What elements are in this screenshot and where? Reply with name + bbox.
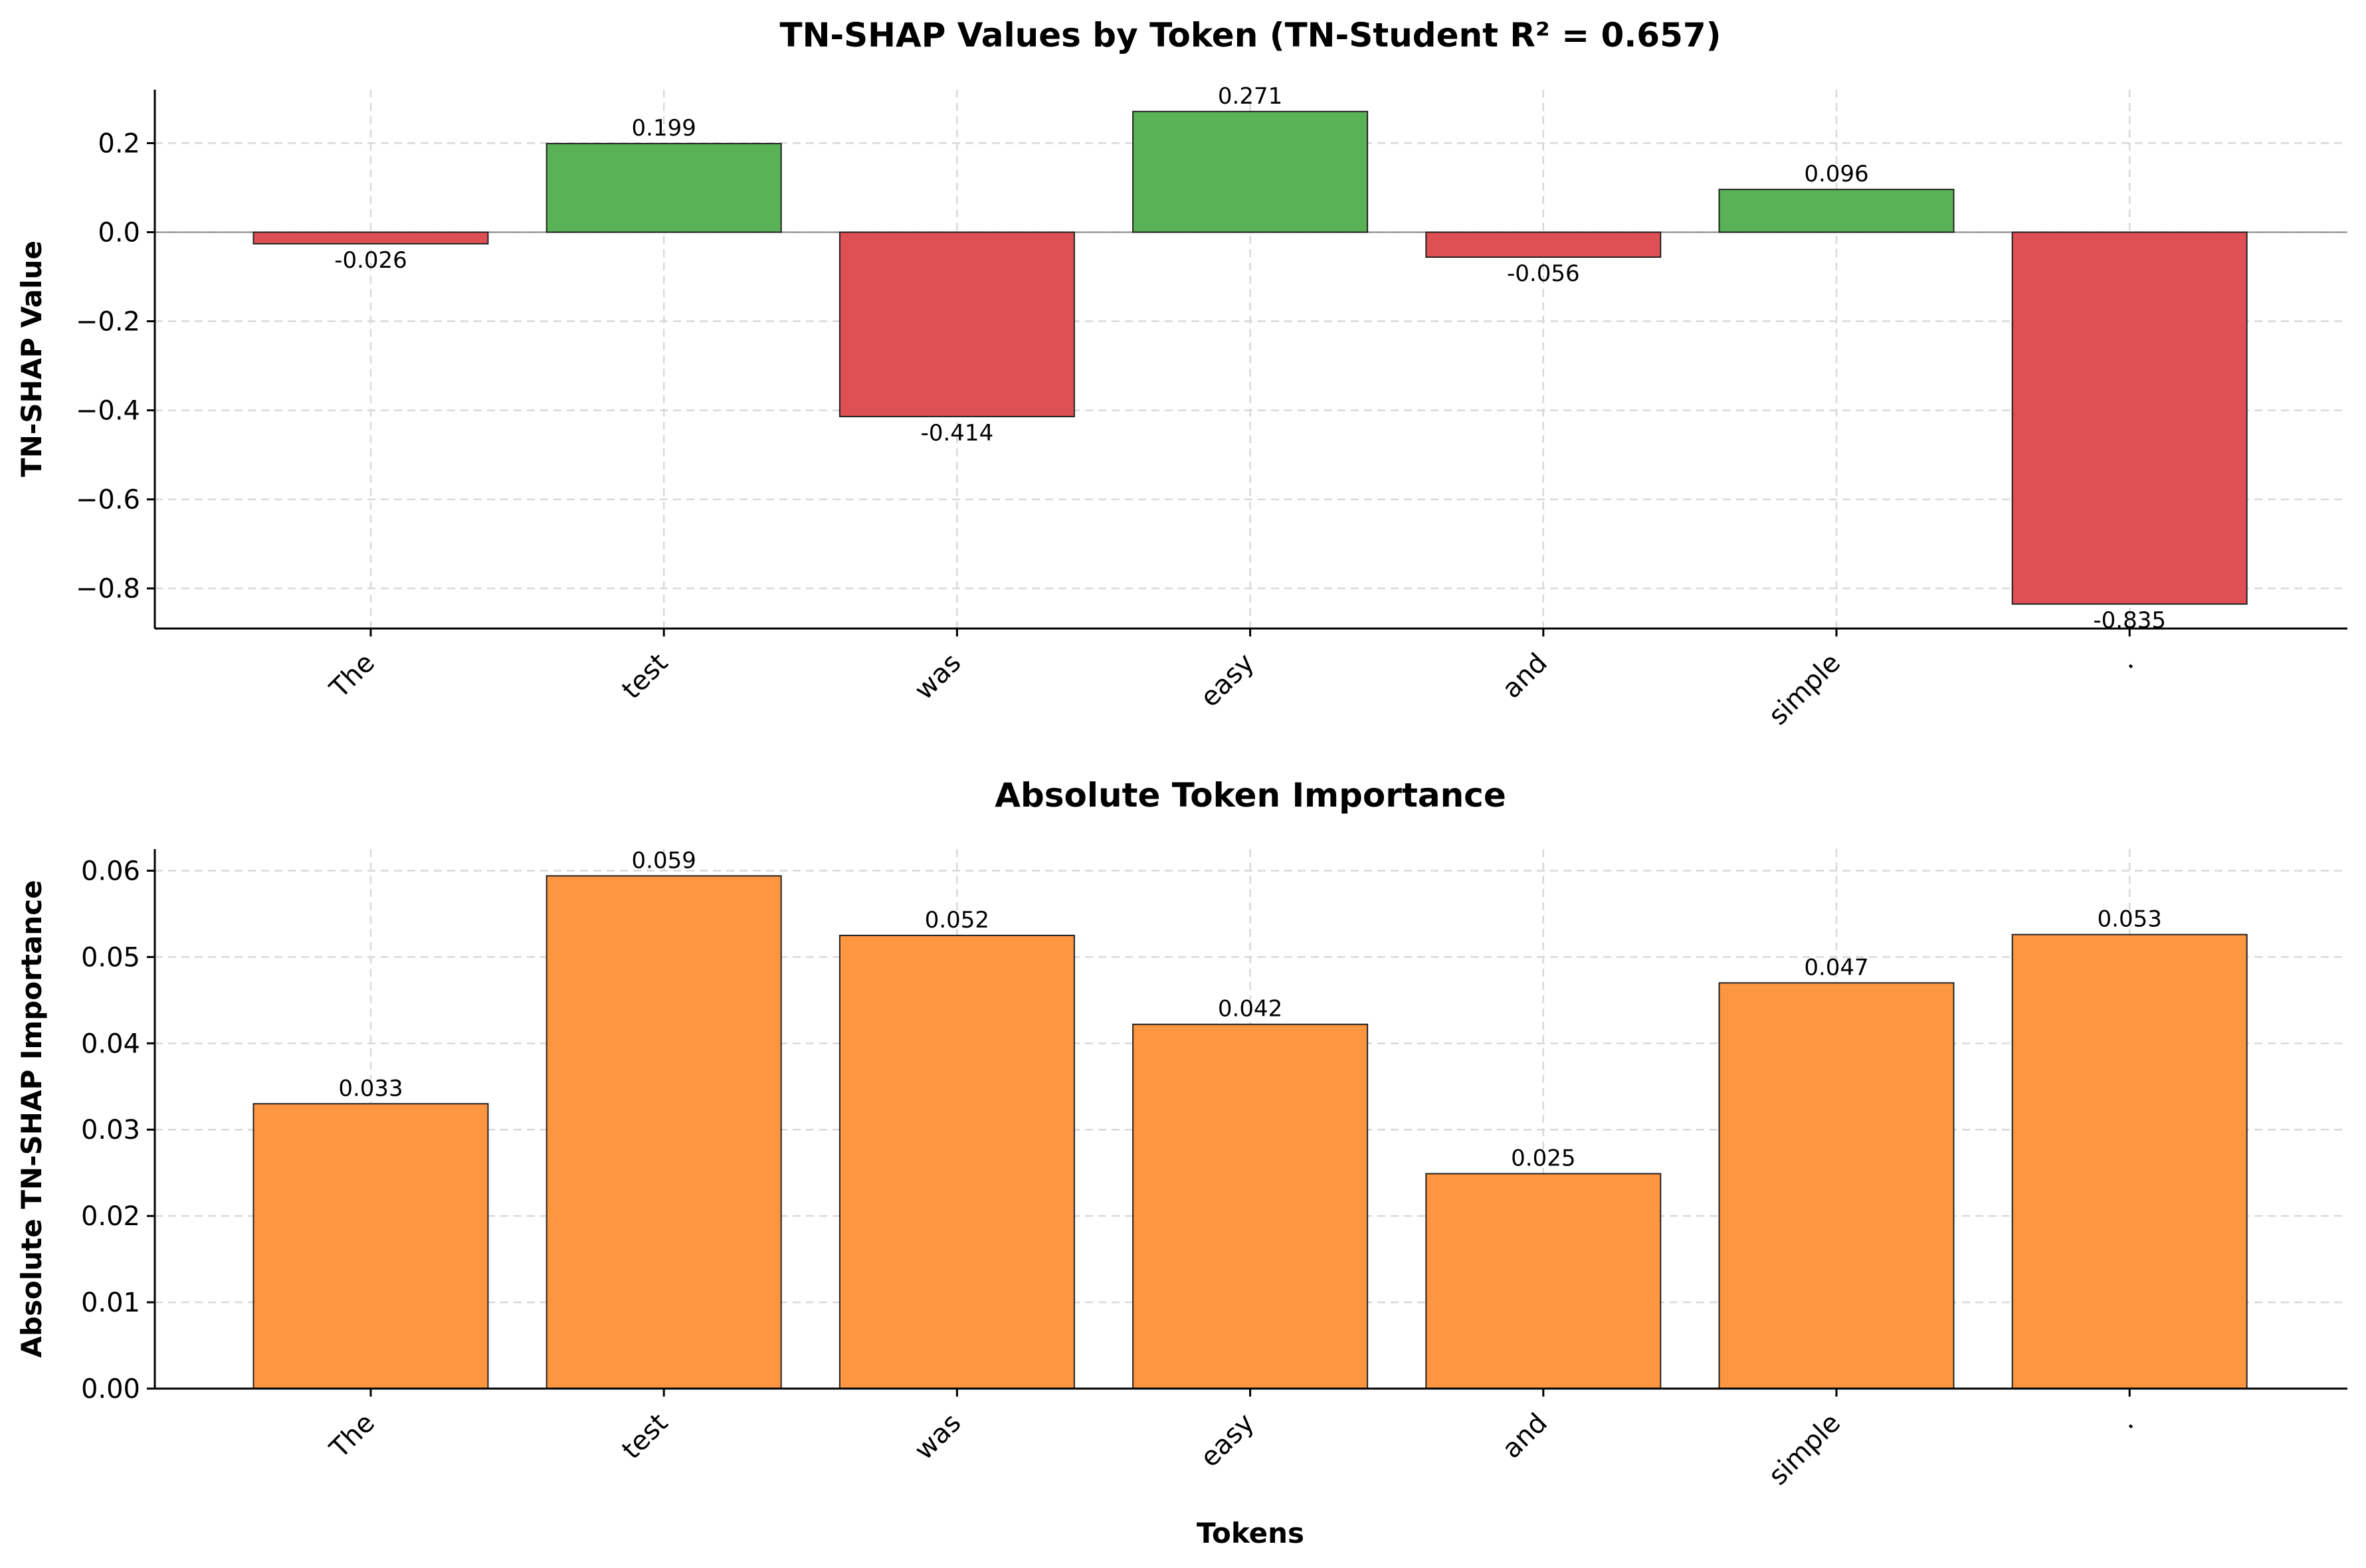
y-tick-label: 0.06	[81, 856, 140, 886]
bar	[838, 934, 1075, 1390]
bar-value-label: 0.096	[1804, 161, 1868, 187]
bar	[545, 143, 782, 233]
bar	[1132, 1023, 1369, 1389]
bar	[1425, 231, 1662, 258]
bar-value-label: 0.052	[925, 907, 989, 933]
bar	[2011, 933, 2248, 1390]
y-tick-label: 0.03	[81, 1115, 140, 1145]
y-tick-label: 0.05	[81, 942, 140, 973]
bar-value-label: 0.059	[632, 847, 696, 874]
y-tick-label: 0.0	[98, 217, 140, 248]
bar-value-label: -0.026	[334, 247, 407, 274]
data-labels: 0.033 0.059 0.052 0.042 0.025 0.047 0.053	[338, 847, 2162, 1171]
bar	[1718, 189, 1955, 233]
x-tick-label: was	[909, 1408, 967, 1466]
y-tick-label: 0.04	[81, 1029, 140, 1059]
y-tick-label: 0.02	[81, 1201, 140, 1232]
bar-value-label: 0.042	[1218, 996, 1282, 1023]
x-tick-label: The	[324, 648, 381, 705]
bars	[252, 875, 2248, 1390]
bar	[545, 875, 782, 1389]
y-tick-label: −0.2	[76, 307, 140, 338]
x-tick-label: simple	[1763, 648, 1846, 732]
x-tick-label: .	[2112, 1408, 2140, 1436]
x-axis-label: Tokens	[1197, 1517, 1304, 1549]
grid	[155, 90, 2347, 629]
x-tick-label: .	[2112, 648, 2140, 676]
chart-title: Absolute Token Importance	[995, 776, 1506, 815]
chart-token-shap-values: TN-SHAP Values by Token (TN-Student R² =…	[15, 16, 2347, 731]
y-tick-label: 0.2	[98, 128, 140, 159]
bar	[252, 231, 489, 245]
y-tick-label: −0.8	[76, 574, 140, 605]
x-tick-label: simple	[1763, 1408, 1846, 1492]
bar-value-label: 0.047	[1804, 954, 1868, 981]
x-tick-label: The	[324, 1408, 381, 1465]
y-tick-label: 0.01	[81, 1288, 140, 1318]
bar-value-label: 0.053	[2098, 906, 2162, 933]
y-tick-label: 0.00	[81, 1374, 140, 1405]
x-tick-label: test	[616, 648, 674, 706]
x-tick-label: and	[1496, 648, 1553, 705]
bar-value-label: 0.271	[1218, 83, 1282, 110]
bar-value-label: 0.025	[1511, 1145, 1575, 1171]
y-axis-label: TN-SHAP Value	[15, 241, 48, 477]
x-tick-label: easy	[1195, 1408, 1260, 1474]
bar-value-label: -0.056	[1507, 260, 1580, 287]
x-tick-label: test	[616, 1408, 674, 1466]
bar-value-label: -0.414	[921, 420, 994, 446]
bar	[1718, 982, 1955, 1389]
x-tick-label: was	[909, 648, 967, 706]
bar	[838, 231, 1075, 417]
x-tick-label: easy	[1195, 648, 1260, 714]
bar	[1425, 1173, 1662, 1389]
chart-absolute-importance: Absolute Token Importance 0.033 0.059 0.05…	[15, 776, 2347, 1549]
y-axis-label: Absolute TN-SHAP Importance	[15, 880, 48, 1357]
chart-title: TN-SHAP Values by Token (TN-Student R² =…	[779, 16, 1721, 54]
x-tick-label: and	[1496, 1408, 1553, 1465]
bar-value-label: 0.033	[338, 1075, 403, 1102]
bar	[2011, 231, 2248, 605]
y-tick-label: −0.6	[76, 485, 140, 516]
bars	[252, 110, 2248, 605]
y-tick-label: −0.4	[76, 396, 140, 427]
bar	[1132, 110, 1369, 233]
bar-value-label: 0.199	[632, 115, 696, 142]
bar	[252, 1103, 489, 1390]
